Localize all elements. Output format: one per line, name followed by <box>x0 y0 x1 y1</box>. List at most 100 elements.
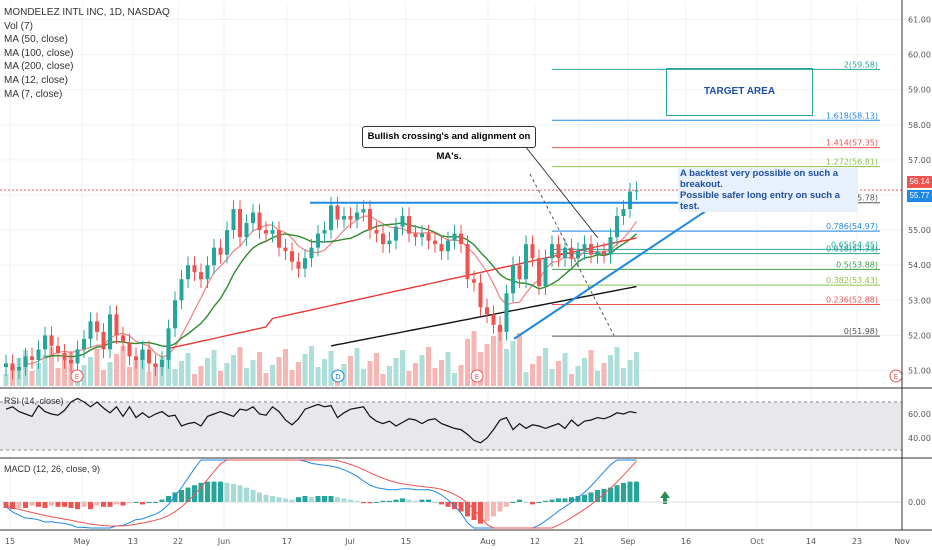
time-tick: 14 <box>806 537 816 546</box>
indicator-ma200[interactable]: MA (200, close) <box>4 61 74 73</box>
macd-histogram-bar <box>302 496 308 502</box>
time-tick: Jul <box>344 537 355 546</box>
candle-body <box>114 314 119 336</box>
volume-bar <box>510 341 516 386</box>
volume-bar <box>406 371 412 386</box>
volume-bar <box>185 353 191 386</box>
candle-body <box>43 335 47 350</box>
macd-label: MACD (12, 26, close, 9) <box>4 464 101 474</box>
candle-body <box>537 258 541 287</box>
volume-bar <box>608 355 613 386</box>
last-price-badge: 56.14 <box>907 176 932 188</box>
volume-bar <box>289 370 295 386</box>
candle-body <box>69 359 73 364</box>
price-tick: 61.00 <box>908 16 931 25</box>
candle-body <box>283 247 288 252</box>
volume-bar <box>562 353 568 386</box>
volume-bar <box>49 347 54 386</box>
marker-letter: E <box>75 373 79 381</box>
macd-histogram-bar <box>523 502 529 503</box>
candle-body <box>36 349 41 360</box>
macd-histogram-bar <box>543 500 548 502</box>
macd-histogram-bar <box>608 487 613 502</box>
volume-bar <box>491 336 496 386</box>
volume-bar <box>270 365 275 386</box>
fib-level-label: 0.5(53.88) <box>836 260 878 269</box>
candle-body <box>504 293 509 332</box>
volume-bar <box>458 365 464 386</box>
candle-body <box>238 209 242 238</box>
candle-body <box>88 321 93 339</box>
macd-histogram-bar <box>627 481 633 502</box>
candle-body <box>17 366 21 371</box>
time-tick: 17 <box>282 537 292 546</box>
candle-body <box>56 345 60 353</box>
time-tick: 12 <box>530 537 540 546</box>
fib-level-label: 0.382(53.43) <box>826 276 878 285</box>
ascending-trendline <box>513 209 707 340</box>
candle-body <box>634 190 639 192</box>
candle-body <box>199 272 203 280</box>
candle-body <box>95 321 99 332</box>
macd-histogram-bar <box>471 502 477 520</box>
candle-body <box>595 251 600 255</box>
candle-body <box>212 247 216 266</box>
indicator-ma100[interactable]: MA (100, close) <box>4 47 74 59</box>
macd-histogram-bar <box>549 499 555 502</box>
candle-body <box>524 244 528 280</box>
indicator-ma50[interactable]: MA (50, close) <box>4 34 68 46</box>
macd-histogram-bar <box>62 502 67 507</box>
volume-bar <box>452 373 457 386</box>
candle-body <box>400 216 405 227</box>
volume-bar <box>549 369 555 386</box>
volume-bar <box>621 368 626 386</box>
backtest-line-2: Possible safer long entry on such a test… <box>678 190 858 212</box>
candle-body <box>264 230 268 234</box>
volume-bar <box>354 348 360 386</box>
candle-body <box>381 233 385 245</box>
candle-body <box>127 342 132 357</box>
macd-histogram-bar <box>478 502 483 524</box>
volume-bar <box>543 348 548 386</box>
candle-body <box>394 226 398 241</box>
macd-histogram-bar <box>218 481 223 502</box>
candle-body <box>602 251 606 255</box>
candle-body <box>225 230 229 255</box>
time-tick: May <box>74 537 91 546</box>
price-tick: 54.00 <box>908 261 931 270</box>
macd-histogram-bar <box>322 496 327 502</box>
volume-bar <box>588 350 594 386</box>
fib-level-label: 0.618(54.33) <box>826 245 878 254</box>
macd-histogram-bar <box>270 496 275 502</box>
macd-histogram-bar <box>315 496 321 502</box>
macd-histogram-bar <box>276 497 282 502</box>
callout-pointer <box>524 145 599 239</box>
volume-bar <box>465 339 470 386</box>
projection-line <box>529 173 615 336</box>
fib-level-label: 1.272(56.81) <box>826 158 878 167</box>
volume-bar <box>3 374 9 386</box>
macd-histogram-bar <box>621 482 626 502</box>
volume-bar <box>29 371 35 386</box>
indicator-ma7[interactable]: MA (7, close) <box>4 88 63 100</box>
candle-body <box>75 349 80 364</box>
macd-histogram-bar <box>250 490 256 502</box>
macd-histogram-bar <box>309 497 314 502</box>
macd-histogram-bar <box>159 499 165 502</box>
macd-histogram-bar <box>107 502 113 507</box>
volume-bar <box>250 360 256 386</box>
volume-bar <box>296 362 301 386</box>
volume-bar <box>198 366 204 386</box>
volume-bar <box>634 352 639 386</box>
macd-histogram-bar <box>419 499 425 502</box>
macd-histogram-bar <box>530 502 535 505</box>
indicator-ma12[interactable]: MA (12, close) <box>4 74 68 86</box>
candle-body <box>251 212 255 224</box>
macd-histogram-bar <box>387 500 392 502</box>
candle-body <box>10 363 15 371</box>
candle-body <box>121 335 125 343</box>
macd-histogram-bar <box>634 481 639 502</box>
price-tick: 51.00 <box>908 366 931 375</box>
indicator-vol[interactable]: Vol (7) <box>4 20 33 32</box>
